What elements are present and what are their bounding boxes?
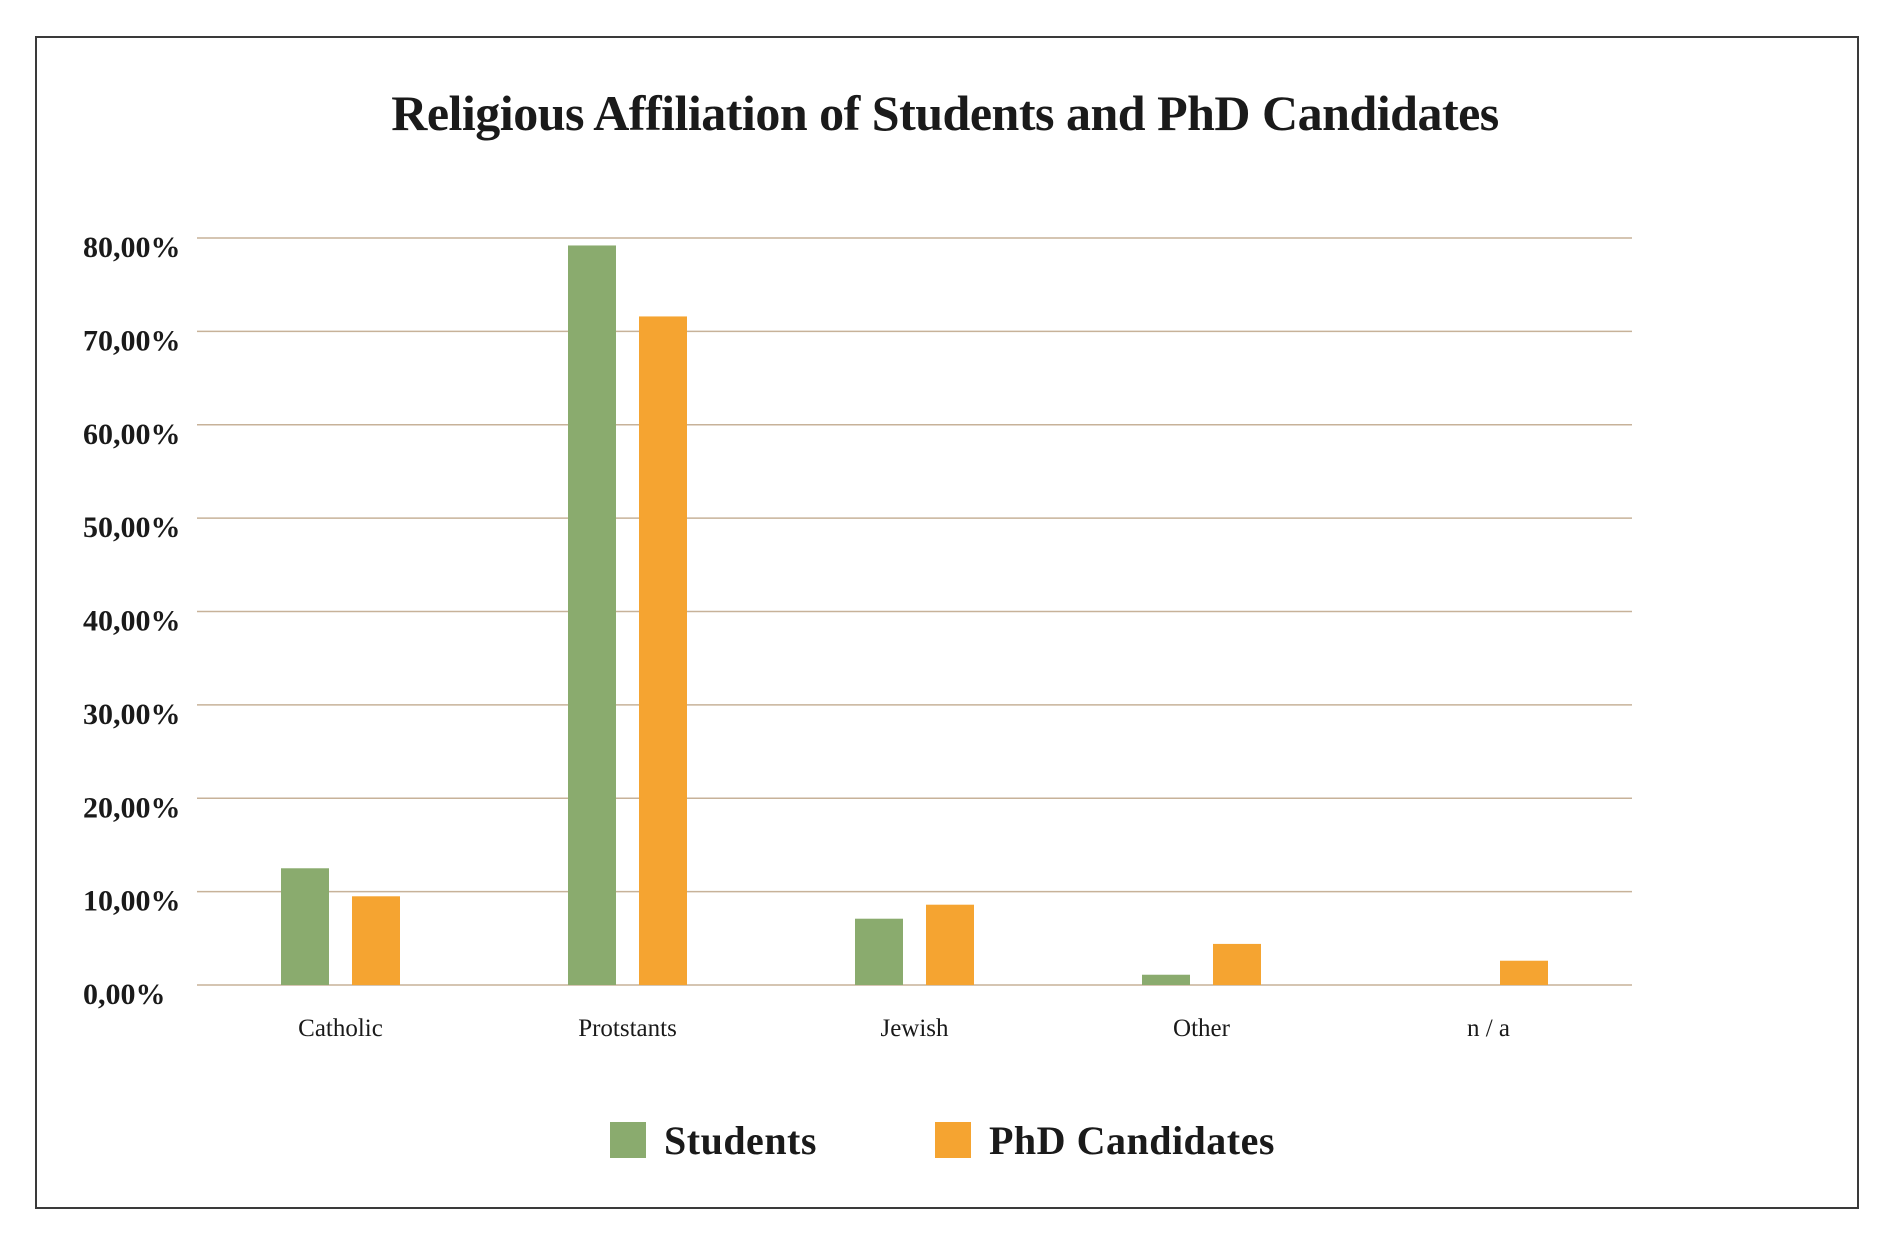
x-category-label: Protstants [578, 1015, 677, 1042]
bar-students-protstants [568, 245, 616, 986]
chart-frame [35, 36, 1859, 1209]
x-category-label: n / a [1467, 1015, 1510, 1042]
y-axis-ticks: 0,00% 10,00% 20,00% 30,00% 40,00% 50,00% 60,00… [83, 231, 181, 1011]
legend-swatch-phd-candidates [935, 1122, 971, 1158]
chart-title: Religious Affiliation of Students and Ph… [391, 85, 1499, 141]
bar-phd-candidates-catholic [352, 896, 400, 985]
y-tick-label: 60,00% [83, 418, 181, 451]
gridlines [197, 237, 1632, 986]
y-tick-label: 30,00% [83, 698, 181, 731]
y-tick-label: 70,00% [83, 324, 181, 357]
x-category-label: Jewish [880, 1015, 949, 1042]
legend: Students PhD Candidates [0, 1110, 1890, 1170]
y-tick-label: 10,00% [83, 885, 181, 918]
x-category-label: Catholic [298, 1015, 383, 1042]
y-tick-label: 50,00% [83, 511, 181, 544]
y-tick-label: 80,00% [83, 231, 181, 264]
bar-phd-candidates-protstants [639, 316, 687, 985]
legend-item-phd-candidates: PhD Candidates [935, 1110, 1275, 1170]
bar-phd-candidates-other [1213, 943, 1261, 985]
bar-students-jewish [855, 918, 903, 985]
bar-students-other [1142, 974, 1190, 985]
bar-phd-candidates-na [1500, 960, 1548, 985]
legend-label-phd-candidates: PhD Candidates [989, 1117, 1275, 1163]
legend-swatch-students [610, 1122, 646, 1158]
y-tick-label: 0,00% [83, 978, 166, 1011]
bar-phd-candidates-jewish [926, 904, 974, 985]
legend-label-students: Students [664, 1117, 817, 1163]
y-tick-label: 20,00% [83, 791, 181, 824]
x-axis-categories: Catholic Protstants Jewish Other n / a [298, 1015, 1510, 1042]
x-category-label: Other [1173, 1015, 1231, 1042]
legend-item-students: Students [610, 1110, 817, 1170]
y-tick-label: 40,00% [83, 605, 181, 638]
bars [281, 245, 1548, 986]
bar-students-catholic [281, 868, 329, 985]
